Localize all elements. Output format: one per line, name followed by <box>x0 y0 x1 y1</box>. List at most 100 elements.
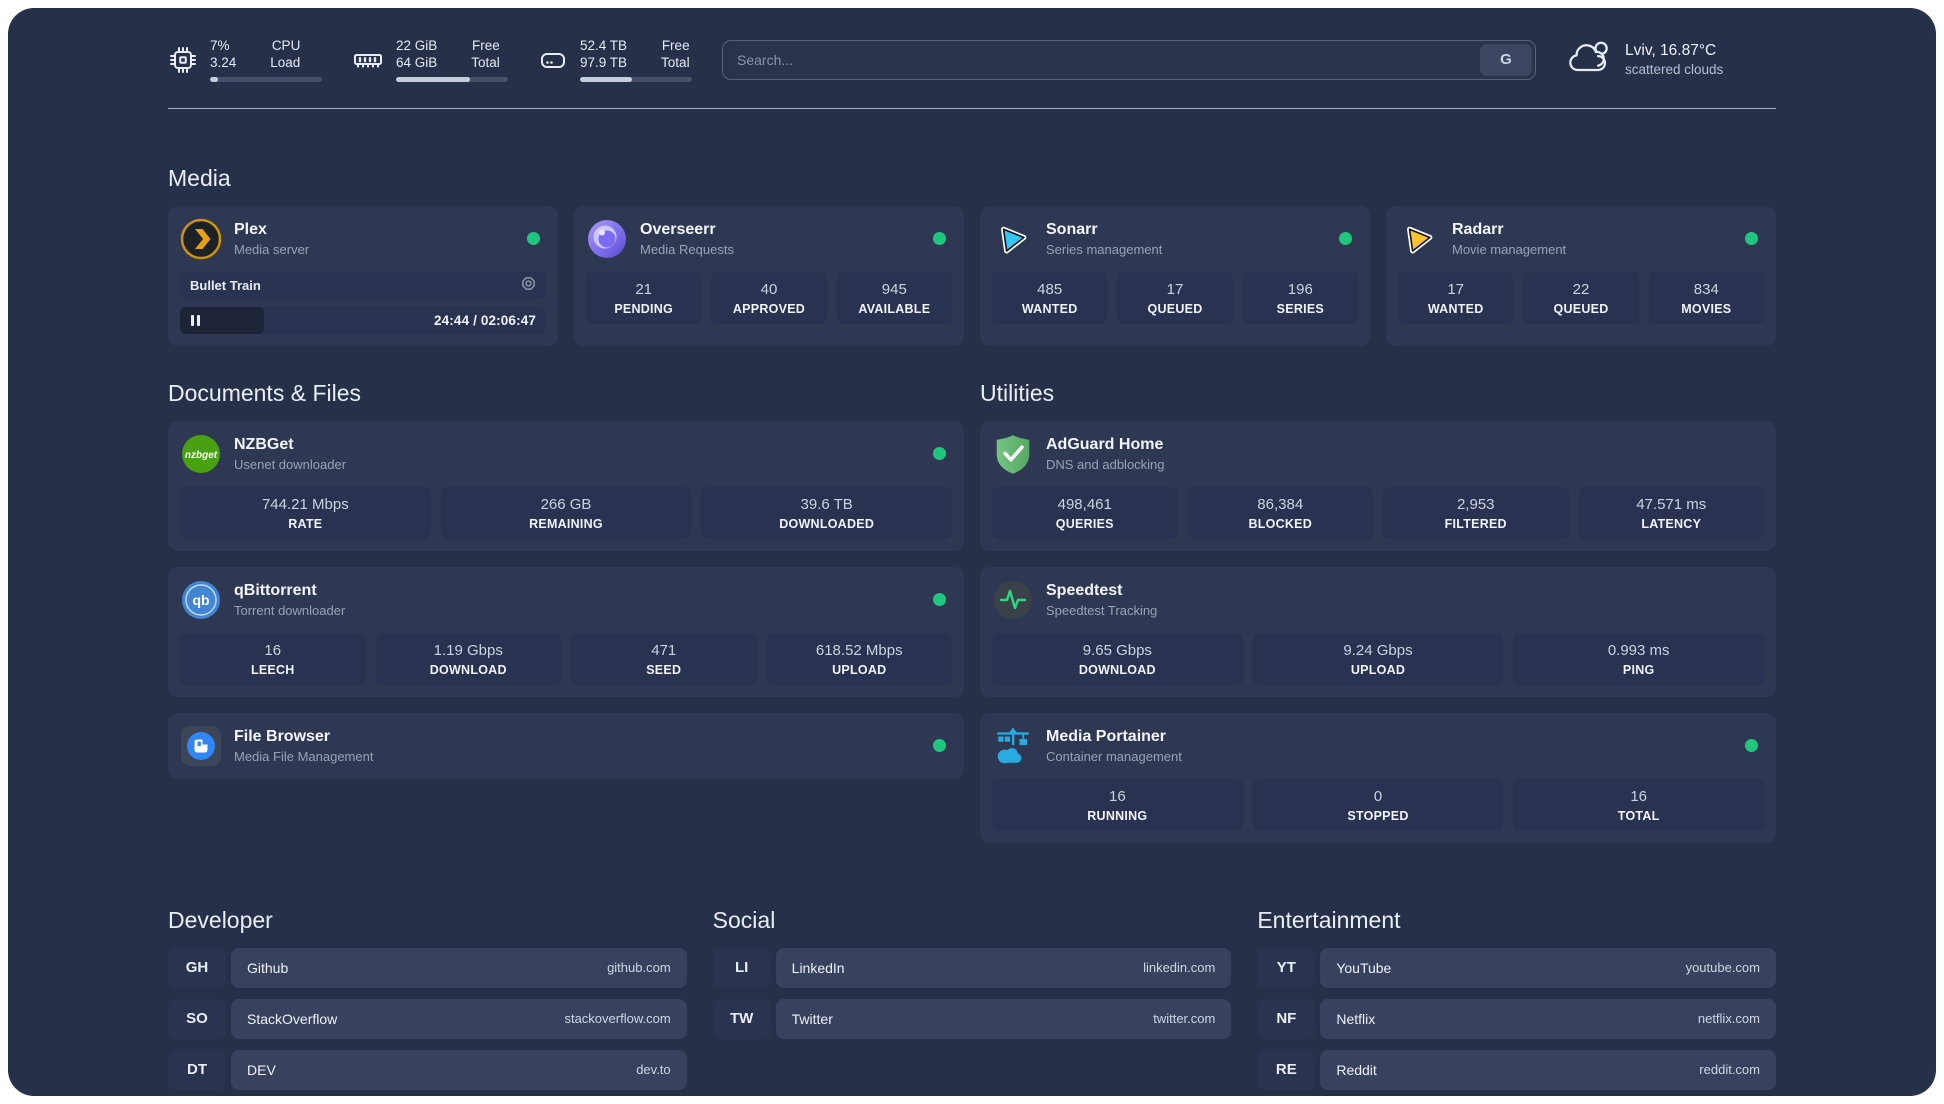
stat-tile: 498,461 QUERIES <box>992 486 1178 539</box>
pause-icon <box>191 314 200 326</box>
service-card-overseerr[interactable]: Overseerr Media Requests 21 PENDING 40 APP… <box>574 205 964 346</box>
service-card-nzbget[interactable]: nzbget NZBGet Usenet downloader 744.21 M… <box>168 420 964 551</box>
stat-tile: 47.571 ms LATENCY <box>1578 486 1764 539</box>
bookmark-linkedin[interactable]: LI LinkedIn linkedin.com <box>712 947 1232 988</box>
bookmark-abbr: GH <box>168 947 226 988</box>
service-name: Overseerr <box>640 220 716 238</box>
bookmark-dev[interactable]: DT DEV dev.to <box>168 1049 687 1090</box>
search-provider-button[interactable]: G <box>1480 43 1532 76</box>
section-entertainment: Entertainment YT YouTube youtube.com NF N… <box>1257 907 1776 1096</box>
overseerr-icon <box>586 218 628 260</box>
status-dot <box>1339 232 1352 246</box>
section-developer: Developer GH Github github.com SO StackOv… <box>168 907 687 1096</box>
status-dot <box>933 447 946 461</box>
disk-total: 97.9 TB <box>580 54 628 70</box>
now-playing-title: Bullet Train <box>190 277 261 293</box>
status-dot <box>933 593 946 607</box>
status-dot <box>1745 232 1758 246</box>
memory-icon <box>352 45 384 75</box>
status-dot <box>1745 739 1758 753</box>
status-dot <box>933 232 946 246</box>
stat-tile: 0 STOPPED <box>1252 778 1504 831</box>
stat-tile: 16 TOTAL <box>1513 778 1765 831</box>
svg-text:qb: qb <box>192 592 209 608</box>
section-title-entertainment: Entertainment <box>1257 906 1401 933</box>
dashboard-frame: 7% 3.24 CPU Load 22 GiB 64 GiB <box>8 8 1936 1096</box>
stat-tile: 9.24 Gbps UPLOAD <box>1252 632 1504 685</box>
bookmark-github[interactable]: GH Github github.com <box>168 947 687 988</box>
memory-stat: 22 GiB 64 GiB Free Total <box>352 38 508 82</box>
playback-time: 24:44 / 02:06:47 <box>434 312 536 328</box>
service-name: Sonarr <box>1046 220 1098 238</box>
section-utilities: Utilities AdGuard H <box>980 380 1776 843</box>
playback-progress[interactable]: 24:44 / 02:06:47 <box>180 306 546 334</box>
svg-text:nzbget: nzbget <box>185 450 218 461</box>
weather-widget: Lviv, 16.87°C scattered clouds <box>1566 38 1776 81</box>
bookmark-twitter[interactable]: TW Twitter twitter.com <box>712 998 1232 1039</box>
plex-icon <box>180 218 222 260</box>
service-desc: Movie management <box>1452 241 1567 257</box>
section-title-utilities: Utilities <box>980 379 1055 406</box>
service-desc: Usenet downloader <box>234 456 347 472</box>
service-name: NZBGet <box>234 435 294 453</box>
service-name: AdGuard Home <box>1046 435 1164 453</box>
memory-progress <box>396 76 508 82</box>
section-media: Media Plex Media server <box>168 165 1776 346</box>
service-desc: Speedtest Tracking <box>1046 602 1158 618</box>
stat-tile: 266 GB REMAINING <box>440 486 692 539</box>
service-card-portainer[interactable]: Media Portainer Container management 16 R… <box>980 712 1776 843</box>
service-name: Speedtest <box>1046 581 1123 599</box>
bookmark-netflix[interactable]: NF Netflix netflix.com <box>1257 998 1776 1039</box>
sonarr-icon <box>992 218 1034 260</box>
stat-tile: 1.19 Gbps DOWNLOAD <box>375 632 561 685</box>
bookmark-stackoverflow[interactable]: SO StackOverflow stackoverflow.com <box>168 998 687 1039</box>
stat-tile: 16 RUNNING <box>992 778 1243 831</box>
memory-total: 64 GiB <box>396 54 438 70</box>
stat-tile: 485 WANTED <box>992 271 1108 324</box>
search-input[interactable] <box>723 40 1477 79</box>
stat-tile: 0.993 ms PING <box>1513 632 1765 685</box>
adguard-icon <box>992 433 1034 475</box>
status-dot <box>933 739 946 753</box>
topbar: 7% 3.24 CPU Load 22 GiB 64 GiB <box>168 38 1776 82</box>
status-dot <box>527 232 540 246</box>
section-title-documents: Documents & Files <box>168 379 362 406</box>
qbittorrent-icon: qb <box>180 579 222 621</box>
section-title-developer: Developer <box>168 906 273 933</box>
weather-cloud-icon <box>1566 38 1612 81</box>
stat-tile: 39.6 TB DOWNLOADED <box>701 486 953 539</box>
section-documents: Documents & Files nzbget NZBGet Usenet d… <box>168 380 964 779</box>
bookmark-reddit[interactable]: RE Reddit reddit.com <box>1257 1049 1776 1090</box>
stat-tile: 9.65 Gbps DOWNLOAD <box>992 632 1243 685</box>
disk-free: 52.4 TB <box>580 38 628 53</box>
service-desc: Series management <box>1046 241 1163 257</box>
stat-tile: 471 SEED <box>571 632 757 685</box>
weather-condition: scattered clouds <box>1625 62 1724 78</box>
bookmark-abbr: NF <box>1257 998 1316 1039</box>
memory-free: 22 GiB <box>396 38 438 53</box>
service-card-adguard[interactable]: AdGuard Home DNS and adblocking 498,461 Q… <box>980 420 1776 551</box>
service-card-filebrowser[interactable]: File Browser Media File Management <box>168 712 964 779</box>
bookmark-abbr: YT <box>1257 947 1316 988</box>
stat-tile: 945 AVAILABLE <box>836 271 952 324</box>
stat-tile: 16 LEECH <box>180 632 366 685</box>
nzbget-icon: nzbget <box>180 433 222 475</box>
service-card-sonarr[interactable]: Sonarr Series management 485 WANTED 17 QUE… <box>980 205 1370 346</box>
service-card-speedtest[interactable]: Speedtest Speedtest Tracking 9.65 Gbps DO… <box>980 566 1776 697</box>
stat-tile: 21 PENDING <box>586 271 702 324</box>
section-title-media: Media <box>168 164 231 191</box>
cpu-stat: 7% 3.24 CPU Load <box>168 38 322 82</box>
header-divider <box>168 107 1776 109</box>
service-name: File Browser <box>234 727 331 745</box>
service-card-plex[interactable]: Plex Media server Bullet Train <box>168 205 558 346</box>
service-card-qbittorrent[interactable]: qb qBittorrent Torrent downloader 16 LEEC… <box>168 566 964 697</box>
disk-progress <box>580 76 692 82</box>
stat-tile: 22 QUEUED <box>1523 271 1639 324</box>
cpu-usage: 7% <box>210 38 230 53</box>
bookmark-youtube[interactable]: YT YouTube youtube.com <box>1257 947 1776 988</box>
bookmark-abbr: DT <box>168 1049 226 1090</box>
cpu-icon <box>168 45 198 75</box>
service-desc: Media server <box>234 241 310 257</box>
service-card-radarr[interactable]: Radarr Movie management 17 WANTED 22 QUEUE… <box>1386 205 1776 346</box>
stat-tile: 17 QUEUED <box>1117 271 1233 324</box>
